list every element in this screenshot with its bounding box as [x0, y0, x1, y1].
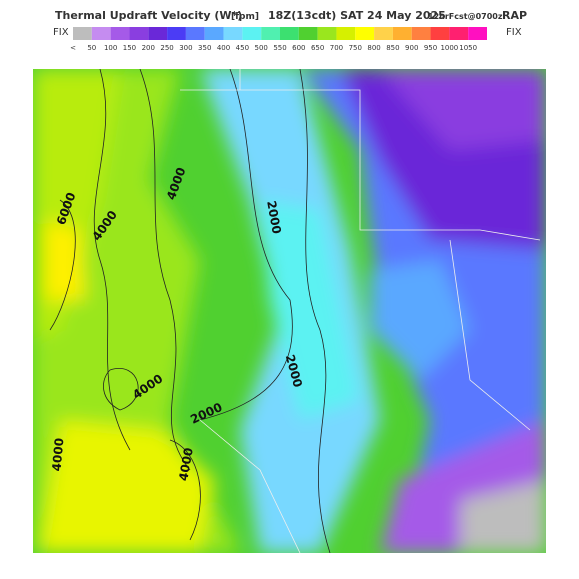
colorbar-swatch: [411, 27, 431, 40]
contour-label: 4000: [50, 437, 67, 471]
colorbar-swatch: [355, 27, 375, 40]
contour-label: 4000: [176, 447, 196, 482]
colorbar-label: 250: [160, 44, 173, 52]
contour-label: 2000: [264, 200, 284, 235]
colorbar-label: 700: [330, 44, 343, 52]
colorbar-label: 1050: [459, 44, 477, 52]
colorbar-label: 950: [424, 44, 437, 52]
colorbar-swatch: [73, 27, 92, 40]
colorbar-swatch: [242, 27, 262, 40]
colorbar-label: 400: [217, 44, 230, 52]
colorbar-label: 650: [311, 44, 324, 52]
colorbar-label: 150: [123, 44, 136, 52]
colorbar-label: 1000: [440, 44, 458, 52]
colorbar-label: 550: [273, 44, 286, 52]
colorbar-swatch: [280, 27, 299, 40]
colorbar-label: 800: [367, 44, 380, 52]
colorbar-swatch: [317, 27, 337, 40]
fix-left: FIX: [53, 27, 69, 38]
colorbar-swatch: [374, 27, 393, 40]
colorbar-label: 900: [405, 44, 418, 52]
model: RAP: [502, 9, 527, 22]
colorbar-swatch: [430, 27, 450, 40]
colorbar-label: 100: [104, 44, 117, 52]
colorbar: <50 100 150 200 250 300 350 400 450 500 550 600 650 7…: [70, 27, 487, 52]
valid-time: 18Z(13cdt) SAT 24 May 2025: [268, 9, 446, 22]
colorbar-swatch: [449, 27, 469, 40]
colorbar-label: 750: [349, 44, 362, 52]
colorbar-label: 300: [179, 44, 192, 52]
colorbar-swatch: [392, 27, 412, 40]
colorbar-label: 850: [386, 44, 399, 52]
colorbar-swatch: [204, 27, 224, 40]
colorbar-swatch: [261, 27, 280, 40]
title: Thermal Updraft Velocity (W*): [55, 9, 242, 22]
colorbar-swatch: [129, 27, 149, 40]
colorbar-label: 500: [254, 44, 267, 52]
colorbar-swatch: [336, 27, 356, 40]
colorbar-swatch: [148, 27, 168, 40]
colorbar-label: 350: [198, 44, 211, 52]
colorbar-swatch: [91, 27, 111, 40]
units: [fpm]: [231, 12, 259, 22]
colorbar-swatch: [167, 27, 186, 40]
colorbar-label: 50: [87, 44, 96, 52]
colorbar-swatch: [298, 27, 318, 40]
colorbar-swatch: [223, 27, 243, 40]
colorbar-label: 200: [142, 44, 155, 52]
colorbar-label: 600: [292, 44, 305, 52]
fix-right: FIX: [506, 27, 522, 38]
colorbar-label: 450: [236, 44, 249, 52]
forecast: 12hrFcst@0700z: [428, 12, 503, 21]
colorbar-swatch: [110, 27, 130, 40]
colorbar-swatch: [468, 27, 487, 40]
colorbar-label: <: [70, 44, 76, 52]
colorbar-swatch: [185, 27, 205, 40]
